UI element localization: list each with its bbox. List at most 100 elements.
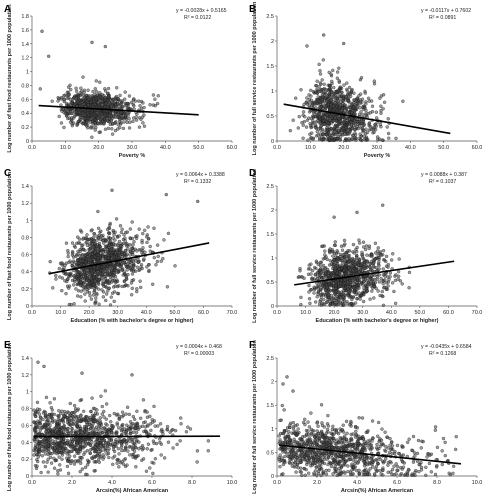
data-point bbox=[110, 426, 114, 430]
data-point bbox=[377, 260, 381, 264]
data-point bbox=[307, 93, 311, 97]
data-point bbox=[69, 445, 73, 449]
data-point bbox=[381, 258, 386, 262]
data-point bbox=[319, 260, 324, 264]
data-point bbox=[372, 261, 376, 265]
data-point bbox=[364, 113, 369, 117]
data-point bbox=[318, 72, 323, 76]
data-point bbox=[102, 121, 106, 126]
y-tick-label: 0.8 bbox=[21, 83, 29, 89]
x-tick-label: 30.0 bbox=[127, 145, 138, 151]
data-point bbox=[318, 287, 323, 291]
data-point bbox=[70, 241, 75, 245]
x-axis-label: Arcsin(%) African American bbox=[96, 488, 169, 494]
data-point bbox=[379, 276, 383, 281]
data-point bbox=[327, 87, 332, 92]
data-point bbox=[131, 243, 135, 247]
x-tick-label: 50.0 bbox=[438, 145, 449, 151]
data-point bbox=[91, 235, 96, 239]
data-point bbox=[66, 254, 70, 259]
data-point bbox=[313, 125, 318, 130]
data-point bbox=[96, 121, 100, 125]
data-point bbox=[119, 101, 124, 106]
data-point bbox=[128, 120, 132, 124]
data-point bbox=[345, 89, 350, 93]
y-axis-label: Log number of fast food restaurants per … bbox=[7, 342, 13, 491]
data-point bbox=[341, 289, 346, 293]
data-point bbox=[110, 188, 114, 192]
data-point bbox=[367, 99, 371, 103]
data-point bbox=[362, 105, 367, 110]
data-point bbox=[48, 401, 52, 405]
data-point bbox=[89, 409, 93, 414]
data-point bbox=[336, 256, 341, 261]
data-point bbox=[106, 126, 111, 131]
data-point bbox=[68, 401, 72, 406]
data-point bbox=[106, 94, 110, 98]
data-point bbox=[178, 439, 182, 443]
data-point bbox=[107, 254, 111, 258]
data-point bbox=[52, 466, 57, 470]
data-point bbox=[97, 278, 101, 282]
data-point bbox=[359, 92, 363, 96]
data-point bbox=[130, 286, 134, 291]
y-tick-label: 1.2 bbox=[21, 56, 29, 62]
data-point bbox=[124, 265, 129, 269]
data-point bbox=[331, 68, 335, 73]
data-point bbox=[339, 244, 344, 248]
data-point bbox=[78, 419, 83, 424]
data-point bbox=[65, 90, 70, 94]
data-point bbox=[297, 115, 301, 119]
data-point bbox=[364, 244, 369, 248]
data-point bbox=[165, 285, 170, 289]
data-point bbox=[325, 99, 329, 103]
data-point bbox=[146, 442, 151, 446]
data-point bbox=[139, 285, 143, 290]
data-point bbox=[67, 111, 71, 115]
data-point bbox=[121, 114, 125, 118]
data-point bbox=[111, 228, 115, 233]
data-point bbox=[69, 274, 73, 278]
data-point bbox=[327, 94, 332, 99]
data-point bbox=[338, 252, 343, 257]
data-point bbox=[85, 423, 89, 427]
data-point bbox=[350, 110, 354, 115]
data-point bbox=[90, 242, 95, 246]
data-point bbox=[131, 119, 135, 123]
data-point bbox=[101, 268, 105, 273]
data-point bbox=[315, 79, 319, 83]
data-point bbox=[357, 258, 362, 262]
data-point bbox=[103, 127, 108, 131]
data-point bbox=[38, 418, 43, 423]
data-point bbox=[374, 116, 379, 120]
data-point bbox=[299, 88, 303, 92]
data-point bbox=[120, 227, 124, 231]
data-point bbox=[324, 288, 328, 292]
data-point bbox=[92, 265, 96, 269]
data-point bbox=[104, 250, 108, 254]
data-point bbox=[132, 268, 136, 272]
data-point bbox=[93, 241, 97, 246]
data-point bbox=[64, 101, 69, 106]
data-point bbox=[317, 85, 321, 89]
data-point bbox=[125, 241, 129, 246]
data-point bbox=[82, 90, 86, 95]
data-point bbox=[361, 113, 365, 117]
data-point bbox=[96, 281, 100, 285]
data-point bbox=[322, 297, 326, 302]
data-point bbox=[336, 122, 341, 127]
data-point bbox=[305, 118, 310, 122]
data-point bbox=[156, 94, 160, 98]
data-point bbox=[102, 263, 106, 268]
data-point bbox=[118, 126, 122, 130]
data-point bbox=[144, 469, 149, 473]
data-point bbox=[357, 241, 362, 245]
data-point bbox=[81, 259, 85, 263]
data-point bbox=[325, 300, 329, 304]
data-point bbox=[113, 454, 117, 458]
data-point bbox=[310, 102, 315, 106]
data-point bbox=[113, 238, 117, 242]
data-point bbox=[362, 270, 367, 275]
data-point bbox=[82, 236, 86, 240]
data-point bbox=[396, 270, 401, 274]
